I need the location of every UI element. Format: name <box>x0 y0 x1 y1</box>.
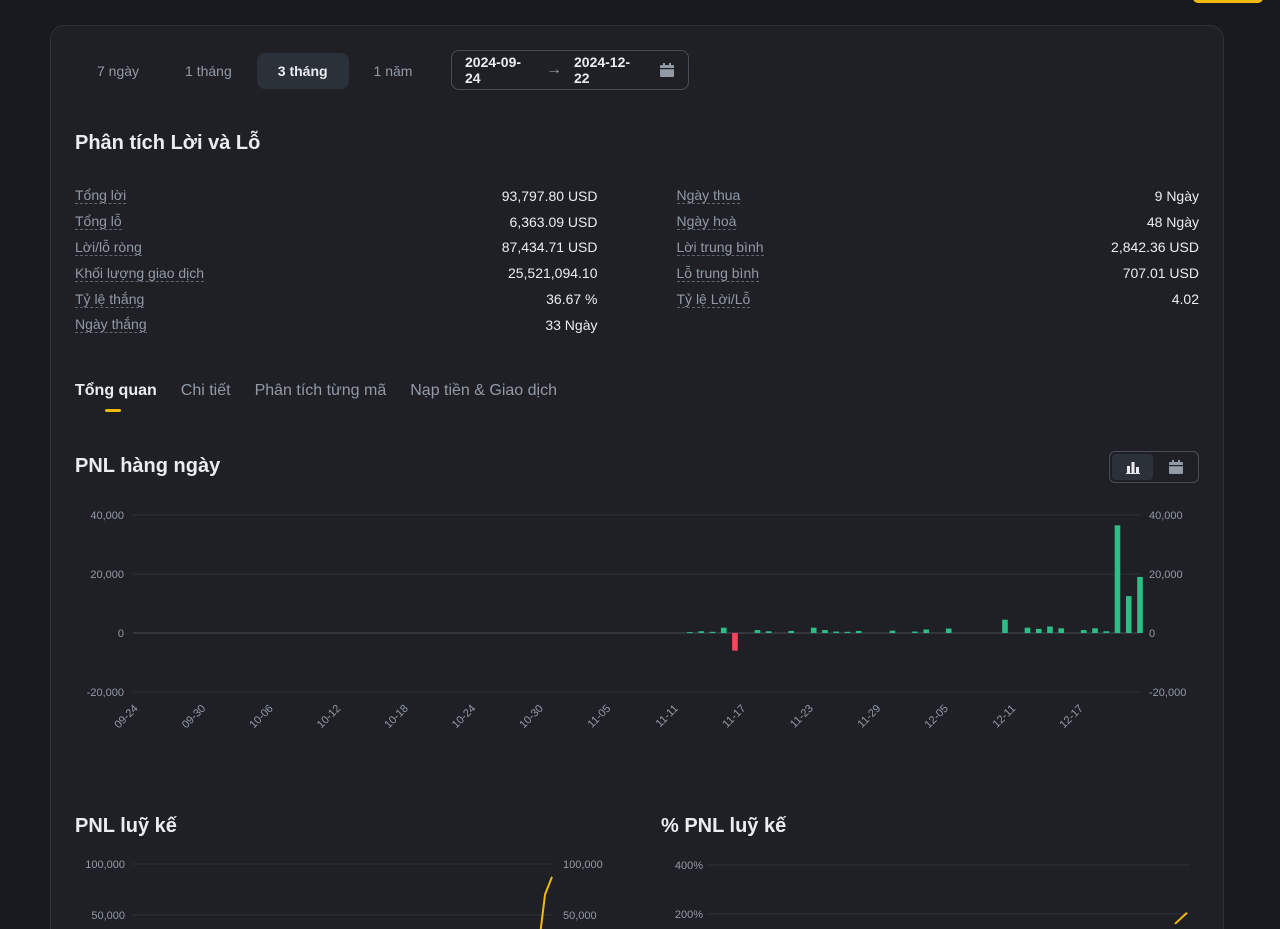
stat-row: Lỗ trung bình 707.01 USD <box>676 260 1199 286</box>
stat-label[interactable]: Ngày thua <box>676 187 741 205</box>
period-tab-3m[interactable]: 3 tháng <box>256 53 349 89</box>
stat-label[interactable]: Tỷ lệ thắng <box>75 290 145 308</box>
stat-value: 707.01 USD <box>1122 265 1199 282</box>
stats-right-column: Ngày thua 9 Ngày Ngày hoà 48 Ngày Lời trun… <box>676 183 1199 338</box>
stat-row: Tổng lời 93,797.80 USD <box>75 183 598 209</box>
stat-value: 33 Ngày <box>545 316 598 333</box>
calendar-icon <box>1168 460 1183 474</box>
tab-overview[interactable]: Tổng quan <box>75 382 157 412</box>
stat-value: 87,434.71 USD <box>501 239 598 256</box>
pnl-stats: Tổng lời 93,797.80 USD Tổng lỗ 6,363.09 US… <box>75 183 1199 338</box>
stat-row: Tổng lỗ 6,363.09 USD <box>75 209 598 235</box>
tab-deposits-transactions[interactable]: Nạp tiền & Giao dịch <box>410 382 557 399</box>
stats-left-column: Tổng lời 93,797.80 USD Tổng lỗ 6,363.09 US… <box>75 183 598 338</box>
period-tab-7d[interactable]: 7 ngày <box>97 63 140 79</box>
stat-label[interactable]: Lỗ trung bình <box>676 264 760 282</box>
stat-label[interactable]: Tỷ lệ Lời/Lỗ <box>676 290 751 308</box>
stat-label[interactable]: Ngày thắng <box>75 316 147 334</box>
stat-row: Ngày thắng 33 Ngày <box>75 312 598 338</box>
stat-label[interactable]: Lời/lỗ ròng <box>75 238 142 256</box>
stat-row: Ngày hoà 48 Ngày <box>676 209 1199 235</box>
stat-label[interactable]: Khối lượng giao dịch <box>75 264 205 282</box>
stat-value: 36.67 % <box>546 291 598 308</box>
stat-value: 6,363.09 USD <box>509 213 598 230</box>
date-range-picker[interactable]: 2024-09-24 → 2024-12-22 <box>451 50 689 90</box>
section-tabs: Tổng quan Chi tiết Phân tích từng mã Nạp… <box>75 382 557 412</box>
tab-symbol-analysis[interactable]: Phân tích từng mã <box>254 382 387 399</box>
stat-row: Tỷ lệ thắng 36.67 % <box>75 286 598 312</box>
chart-view-toggle <box>1109 451 1199 483</box>
date-end: 2024-12-22 <box>574 54 631 86</box>
calendar-view-button[interactable] <box>1155 454 1196 480</box>
arrow-right-icon: → <box>546 61 562 78</box>
stat-row: Lời trung bình 2,842.36 USD <box>676 235 1199 261</box>
stat-row: Tỷ lệ Lời/Lỗ 4.02 <box>676 286 1199 312</box>
stat-value: 4.02 <box>1171 291 1199 308</box>
pnl-analysis-title: Phân tích Lời và Lỗ <box>75 132 261 154</box>
period-tab-1m[interactable]: 1 tháng <box>185 63 232 79</box>
period-tabs: 7 ngày 1 tháng 3 tháng 1 năm <box>76 53 433 89</box>
stat-label[interactable]: Tổng lỗ <box>75 213 122 231</box>
stat-value: 25,521,094.10 <box>507 265 598 282</box>
stat-value: 93,797.80 USD <box>501 187 598 204</box>
stat-row: Ngày thua 9 Ngày <box>676 183 1199 209</box>
cumulative-pnl-title: PNL luỹ kế <box>75 815 177 837</box>
stat-value: 2,842.36 USD <box>1111 239 1199 256</box>
stat-row: Khối lượng giao dịch 25,521,094.10 <box>75 260 598 286</box>
stat-row: Lời/lỗ ròng 87,434.71 USD <box>75 235 598 261</box>
tab-details[interactable]: Chi tiết <box>180 382 231 399</box>
daily-pnl-title: PNL hàng ngày <box>75 455 221 477</box>
stat-value: 9 Ngày <box>1154 187 1199 204</box>
stat-label[interactable]: Lời trung bình <box>676 238 764 256</box>
stat-label[interactable]: Tổng lời <box>75 187 127 205</box>
stat-value: 48 Ngày <box>1146 213 1199 230</box>
period-tab-1y[interactable]: 1 năm <box>373 63 413 79</box>
date-start: 2024-09-24 <box>465 54 522 86</box>
bar-chart-view-button[interactable] <box>1112 454 1153 480</box>
bar-chart-icon <box>1125 462 1140 474</box>
pnl-analysis-card: 7 ngày 1 tháng 3 tháng 1 năm 2024-09-24 … <box>50 25 1224 929</box>
stat-label[interactable]: Ngày hoà <box>676 213 737 231</box>
calendar-icon[interactable] <box>659 62 675 78</box>
cumulative-pnl-percent-title: % PNL luỹ kế <box>661 815 787 837</box>
header-accent-button[interactable] <box>1193 0 1263 3</box>
